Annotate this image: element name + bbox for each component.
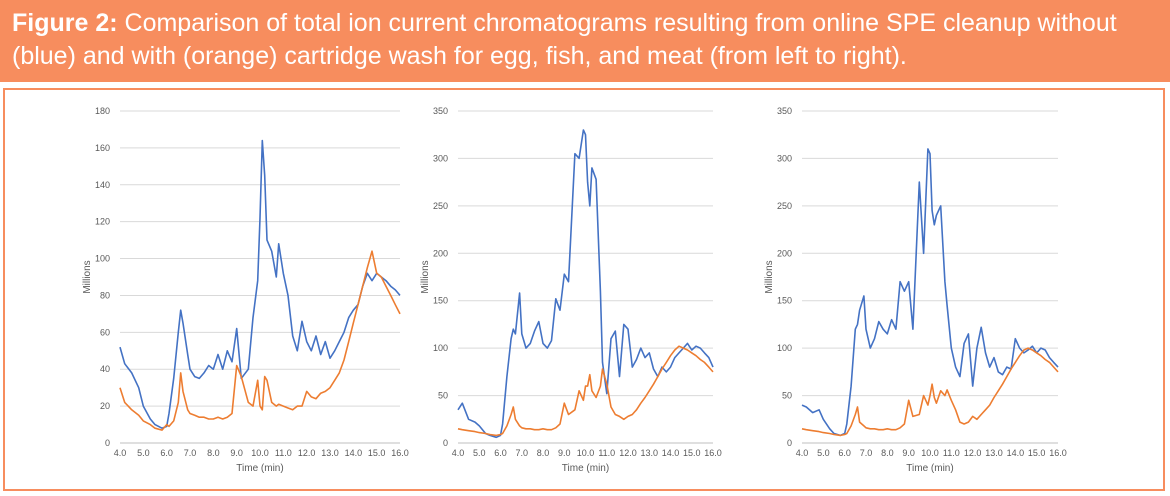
figure-caption: Figure 2: Comparison of total ion curren… (0, 0, 1170, 82)
x-tick-label: 9.0 (558, 448, 571, 458)
x-tick-label: 4.0 (114, 448, 127, 458)
x-tick-label: 7.0 (515, 448, 528, 458)
y-tick-label: 350 (433, 106, 448, 116)
y-tick-label: 200 (777, 248, 792, 258)
y-tick-label: 120 (95, 217, 110, 227)
series-line-orange (457, 345, 714, 437)
x-tick-label: 13.0 (985, 448, 1003, 458)
x-tick-label: 12.0 (964, 448, 982, 458)
figure-label: Figure 2: (12, 9, 118, 37)
y-tick-label: 150 (777, 296, 792, 306)
x-tick-label: 12.0 (619, 448, 637, 458)
x-tick-label: 10.0 (577, 448, 595, 458)
x-tick-label: 9.0 (230, 448, 243, 458)
y-tick-label: 60 (100, 327, 110, 337)
series-line-orange (801, 347, 1059, 437)
x-tick-label: 5.0 (137, 448, 150, 458)
figure-caption-text: Comparison of total ion current chromato… (12, 9, 1117, 70)
x-tick-label: 10.0 (251, 448, 269, 458)
y-tick-label: 300 (777, 153, 792, 163)
x-tick-label: 11.0 (598, 448, 615, 458)
y-axis-title: Millions (764, 260, 775, 293)
y-tick-label: 20 (100, 401, 110, 411)
y-tick-label: 0 (105, 438, 110, 448)
y-tick-label: 300 (433, 153, 448, 163)
y-tick-label: 160 (95, 143, 110, 153)
y-tick-label: 250 (777, 201, 792, 211)
y-tick-label: 0 (443, 438, 448, 448)
x-axis-title: Time (min) (236, 463, 283, 474)
x-tick-label: 12.0 (298, 448, 316, 458)
y-tick-label: 50 (782, 391, 792, 401)
y-axis-title: Millions (82, 260, 93, 293)
x-tick-label: 8.0 (537, 448, 550, 458)
series-line-orange (119, 250, 401, 431)
y-tick-label: 80 (100, 290, 110, 300)
x-tick-label: 13.0 (321, 448, 339, 458)
y-tick-label: 100 (433, 343, 448, 353)
x-tick-label: 14.0 (662, 448, 680, 458)
x-tick-label: 15.0 (683, 448, 701, 458)
y-tick-label: 50 (438, 391, 448, 401)
x-tick-label: 6.0 (494, 448, 507, 458)
x-tick-label: 5.0 (817, 448, 830, 458)
y-tick-label: 0 (787, 438, 792, 448)
x-tick-label: 14.0 (1007, 448, 1025, 458)
y-tick-label: 180 (95, 106, 110, 116)
y-tick-label: 350 (777, 106, 792, 116)
chart-egg: 0 20 40 60 80 100 120 140 160 180 4.0 5.0 6.0 7.0 8.0 9… (82, 106, 409, 474)
x-tick-label: 16.0 (1049, 448, 1067, 458)
y-tick-label: 40 (100, 364, 110, 374)
y-tick-label: 200 (433, 248, 448, 258)
x-tick-label: 11.0 (275, 448, 292, 458)
series-line-blue (457, 129, 714, 439)
x-tick-label: 8.0 (881, 448, 894, 458)
y-tick-label: 250 (433, 201, 448, 211)
x-tick-label: 9.0 (902, 448, 915, 458)
y-tick-label: 150 (433, 296, 448, 306)
x-tick-label: 14.0 (345, 448, 363, 458)
x-tick-label: 7.0 (184, 448, 197, 458)
chart-meat: 0 50 100 150 200 250 300 350 4.0 5.0 6.0 7.0 8.0 9.0 1… (764, 106, 1067, 474)
x-tick-label: 16.0 (704, 448, 722, 458)
x-tick-label: 4.0 (796, 448, 809, 458)
x-tick-label: 8.0 (207, 448, 220, 458)
x-axis-title: Time (min) (906, 463, 953, 474)
x-tick-label: 4.0 (452, 448, 465, 458)
x-tick-label: 6.0 (838, 448, 851, 458)
x-tick-label: 16.0 (391, 448, 409, 458)
x-tick-label: 10.0 (921, 448, 939, 458)
y-axis-title: Millions (420, 260, 431, 293)
x-tick-label: 7.0 (860, 448, 873, 458)
charts-panel (3, 88, 1165, 491)
series-line-blue (119, 139, 401, 430)
x-tick-label: 6.0 (160, 448, 173, 458)
x-tick-label: 15.0 (1028, 448, 1046, 458)
x-tick-label: 15.0 (368, 448, 386, 458)
x-tick-label: 13.0 (640, 448, 658, 458)
chart-fish: 0 50 100 150 200 250 300 350 4.0 5.0 6.0 7.0 8.0 9.0 1… (420, 106, 722, 474)
x-tick-label: 5.0 (473, 448, 486, 458)
y-tick-label: 100 (777, 343, 792, 353)
y-tick-label: 100 (95, 254, 110, 264)
x-tick-label: 11.0 (943, 448, 960, 458)
y-tick-label: 140 (95, 180, 110, 190)
x-axis-title: Time (min) (562, 463, 609, 474)
series-line-blue (801, 148, 1059, 437)
